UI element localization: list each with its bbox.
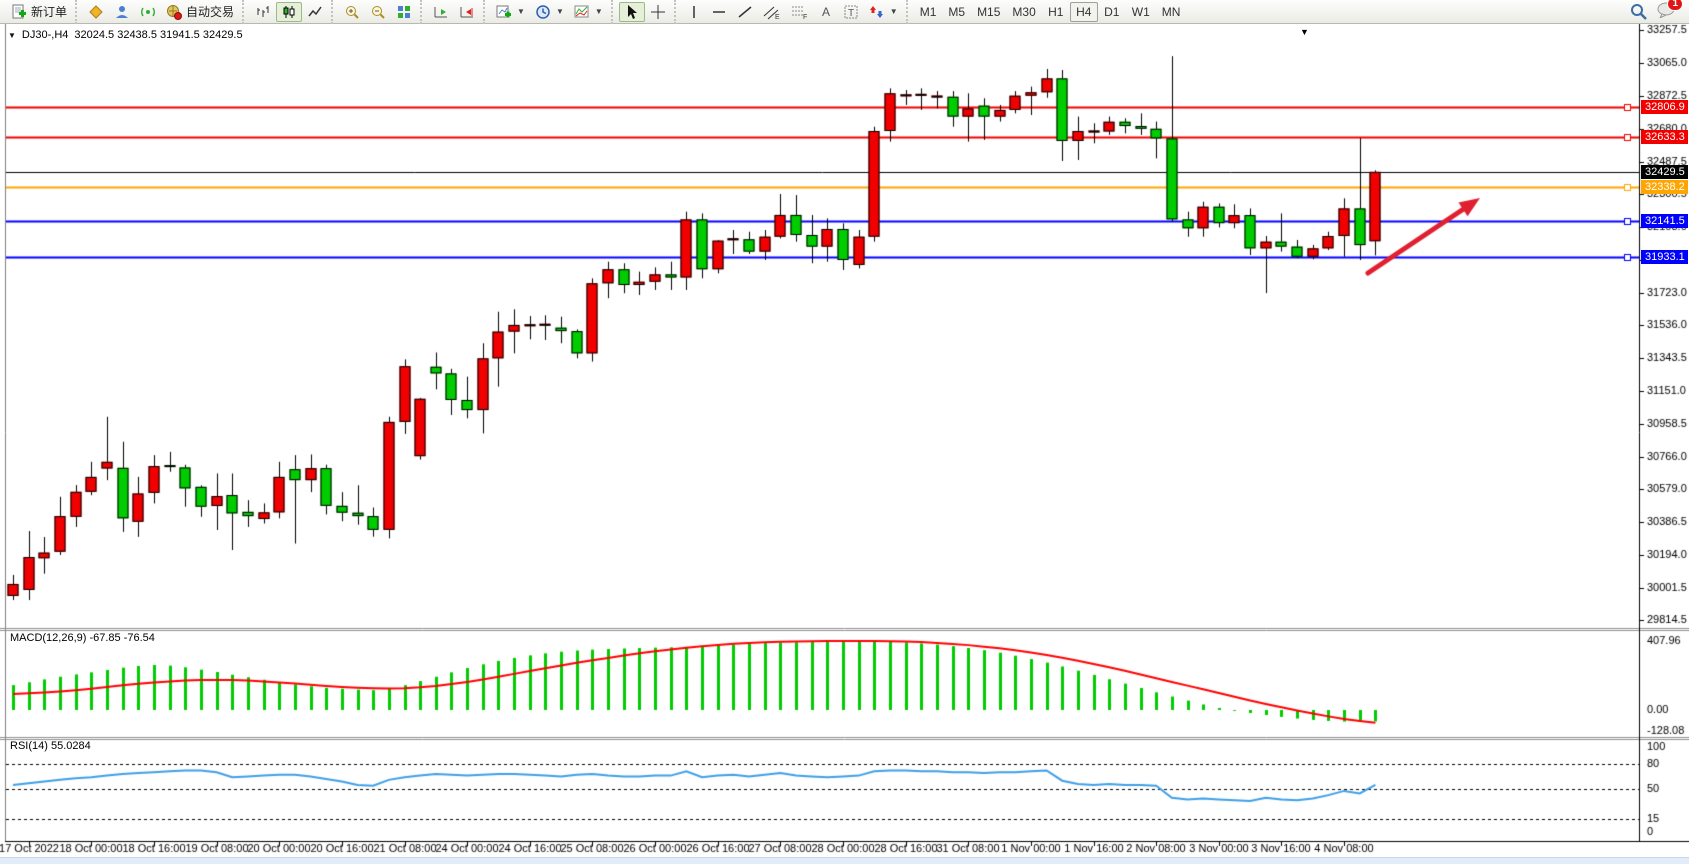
autotrading-button[interactable]: 自动交易 [161, 2, 239, 22]
macd-indicator-label: MACD(12,26,9) -67.85 -76.54 [10, 632, 155, 644]
new-order-button[interactable]: 新订单 [6, 2, 72, 22]
timeframe-button-D1[interactable]: D1 [1104, 4, 1120, 19]
bar-chart-button[interactable] [250, 2, 276, 22]
zoom-out-button[interactable] [365, 2, 391, 22]
autotrading-label: 自动交易 [186, 5, 235, 19]
horizontal-line-icon [712, 10, 725, 13]
search-icon[interactable] [1630, 3, 1647, 20]
fibonacci-icon: F [791, 6, 807, 20]
chevron-down-icon: ▼ [594, 7, 603, 16]
chart-shift-button[interactable] [454, 2, 480, 22]
bar-chart-icon [257, 5, 269, 17]
timeframe-button-M15[interactable]: M15 [977, 4, 1001, 19]
text-label-tool[interactable]: T [838, 2, 864, 22]
chart-window: ▼ DJ30-,H4 32024.5 32438.5 31941.5 32429… [0, 24, 1689, 864]
tile-windows-button[interactable] [391, 2, 417, 22]
svg-text:E: E [775, 14, 780, 20]
broadcast-icon [141, 7, 156, 16]
timeframe-button-H1[interactable]: H1 [1048, 4, 1064, 19]
crosshair-icon [650, 4, 665, 19]
svg-text:F: F [803, 14, 807, 20]
price-tag-32429.5: 32429.5 [1641, 164, 1688, 179]
auto-scroll-icon [434, 6, 448, 17]
signals-button[interactable] [135, 2, 161, 22]
price-tag-32141.5: 32141.5 [1641, 214, 1688, 229]
tile-windows-icon [398, 5, 411, 18]
candlestick-chart-icon [283, 5, 295, 18]
main-toolbar: 新订单 [0, 0, 1689, 24]
notifications-button[interactable]: 1 [1657, 0, 1683, 21]
indicators-icon [574, 5, 589, 17]
text-label-icon: T [844, 5, 858, 19]
chevron-down-icon: ▼ [889, 7, 898, 16]
community-button[interactable] [109, 2, 135, 22]
line-chart-icon [308, 6, 322, 16]
new-order-label: 新订单 [31, 5, 68, 19]
cursor-tool-button[interactable] [618, 1, 645, 22]
candlestick-chart-button[interactable] [276, 1, 303, 22]
price-tag-32806.9: 32806.9 [1641, 100, 1688, 115]
text-icon: A [822, 5, 830, 19]
clock-icon [536, 4, 550, 19]
new-chart-icon [496, 5, 512, 17]
autotrading-icon [167, 4, 183, 20]
arrows-tool[interactable]: ▼ [864, 2, 903, 22]
vertical-line-tool[interactable] [682, 2, 706, 22]
chart-shift-marker[interactable]: ▼ [1300, 27, 1309, 37]
person-icon [116, 5, 129, 18]
channel-icon: E [763, 6, 780, 20]
timeframe-button-H4[interactable]: H4 [1069, 1, 1098, 22]
horizontal-line-tool[interactable] [706, 2, 732, 22]
svg-text:T: T [848, 8, 854, 19]
zoom-in-icon [346, 5, 359, 19]
price-tag-32338.2: 32338.2 [1641, 180, 1688, 195]
auto-scroll-button[interactable] [428, 2, 454, 22]
price-tag-32633.3: 32633.3 [1641, 129, 1688, 144]
rsi-indicator-label: RSI(14) 55.0284 [10, 740, 91, 752]
notification-count-badge: 1 [1667, 0, 1683, 11]
price-tag-31933.1: 31933.1 [1641, 249, 1688, 264]
line-chart-button[interactable] [302, 2, 328, 22]
chart-ohlc-readout: 32024.5 32438.5 31941.5 32429.5 [74, 29, 243, 41]
vertical-line-icon [693, 5, 695, 18]
new-chart-button[interactable]: ▼ [491, 2, 530, 22]
timeframe-button-M5[interactable]: M5 [948, 4, 966, 19]
chart-shift-icon [460, 6, 474, 17]
trendline-icon [738, 5, 752, 18]
arrow-shapes-icon [869, 5, 883, 18]
timeframe-button-M1[interactable]: M1 [919, 4, 937, 19]
timeframe-button-M30[interactable]: M30 [1012, 4, 1036, 19]
svg-text:A: A [822, 5, 830, 19]
gold-diamond-icon [89, 4, 103, 19]
timeframe-button-MN[interactable]: MN [1161, 4, 1181, 19]
price-chart-canvas[interactable] [0, 24, 1689, 864]
chart-symbol-period: DJ30-,H4 [21, 29, 69, 41]
one-click-trading-toggle[interactable]: ▼ [8, 30, 16, 40]
chevron-down-icon: ▼ [555, 7, 564, 16]
equidistant-channel-tool[interactable]: E [758, 2, 786, 22]
window-bottom-strip [0, 857, 1689, 864]
chevron-down-icon: ▼ [517, 7, 525, 16]
indicators-button[interactable]: ▼ [569, 2, 608, 22]
zoom-out-icon [372, 5, 385, 19]
mql5-button[interactable] [83, 2, 109, 22]
cursor-arrow-icon [627, 4, 637, 19]
timeframe-button-W1[interactable]: W1 [1131, 4, 1150, 19]
zoom-in-button[interactable] [339, 2, 365, 22]
fibonacci-tool[interactable]: F [786, 2, 814, 22]
new-order-icon [12, 4, 26, 18]
profiles-button[interactable]: ▼ [530, 2, 569, 22]
crosshair-tool-button[interactable] [645, 2, 671, 22]
chart-title: ▼ DJ30-,H4 32024.5 32438.5 31941.5 32429… [8, 29, 243, 41]
text-tool[interactable]: A [814, 2, 838, 22]
trendline-tool[interactable] [732, 2, 758, 22]
timeframe-group: M1 M5 M15 M30 H1 H4 D1 W1 MN [905, 0, 1190, 24]
